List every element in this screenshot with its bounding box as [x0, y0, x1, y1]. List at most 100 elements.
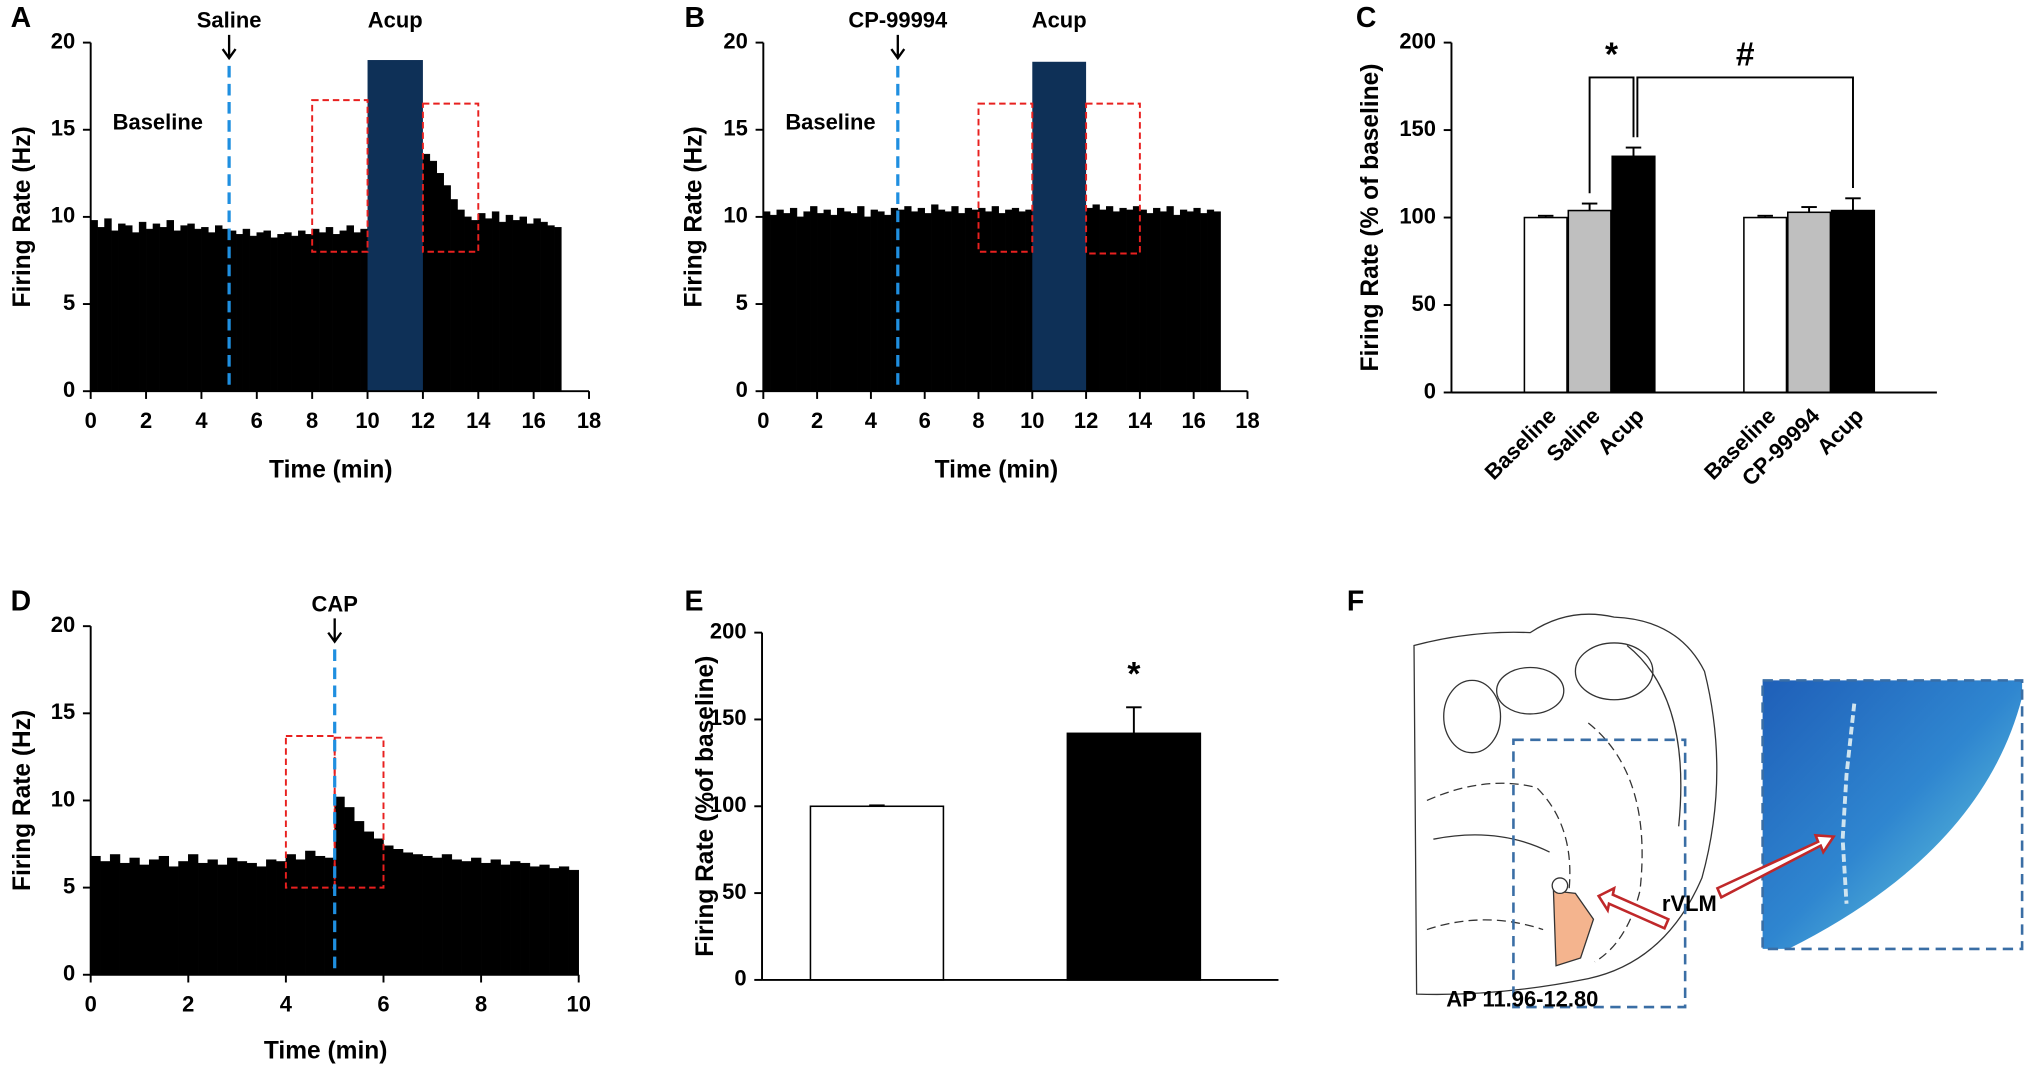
- x-tick-label: 4: [865, 408, 878, 433]
- x-tick-label: 16: [521, 408, 545, 433]
- histogram-bar: [188, 854, 199, 976]
- electrode-track: [1840, 703, 1857, 904]
- histogram-bar: [373, 838, 384, 976]
- y-tick-label: 0: [63, 961, 75, 986]
- histogram-bar: [263, 230, 271, 392]
- y-axis-label: Firing Rate (Hz): [680, 126, 707, 307]
- histogram-bar: [512, 220, 521, 392]
- histogram-bar: [816, 213, 825, 392]
- panel-label: D: [11, 585, 32, 617]
- histogram-bar: [884, 214, 892, 392]
- y-tick-label: 5: [736, 290, 748, 315]
- histogram-bar: [464, 216, 472, 392]
- histogram-bar: [332, 234, 341, 392]
- histogram-bar: [776, 209, 784, 392]
- histogram-bar: [568, 869, 579, 976]
- histogram-bar: [104, 218, 112, 392]
- histogram-bar: [911, 211, 919, 392]
- histogram-bar: [1119, 207, 1127, 392]
- histogram-bar: [763, 211, 771, 392]
- panel-label: B: [685, 2, 706, 34]
- histogram-bar: [422, 855, 433, 976]
- histogram-bar: [215, 225, 223, 392]
- stimulus-block: [1032, 61, 1087, 392]
- histogram-bar: [353, 821, 365, 976]
- injection-arrow: [890, 34, 906, 61]
- y-axis-label: Firing Rate (Hz): [9, 126, 36, 307]
- histogram-bar: [339, 230, 348, 392]
- histogram-bar: [451, 859, 462, 976]
- bar: [1611, 155, 1656, 394]
- injection-label: CAP: [312, 591, 358, 616]
- histogram-bar: [100, 861, 111, 976]
- histogram-bar: [1173, 214, 1181, 392]
- histogram-bar: [830, 214, 838, 392]
- bar: [1567, 209, 1612, 394]
- histogram-bar: [139, 864, 150, 976]
- histogram-bar: [789, 207, 798, 392]
- histogram-bar: [1025, 209, 1033, 392]
- brain-section: [1413, 613, 1718, 1009]
- histogram-bar: [148, 859, 160, 976]
- histogram-bar: [270, 237, 278, 392]
- significance-mark: #: [1736, 37, 1755, 74]
- histogram-bar: [1179, 209, 1188, 392]
- histogram-bar: [904, 206, 912, 392]
- x-tick-label: 12: [1074, 408, 1098, 433]
- x-tick-label: 0: [85, 408, 97, 433]
- histogram-bar: [803, 211, 811, 392]
- histogram-bar: [159, 227, 168, 392]
- histogram-bar: [490, 859, 501, 976]
- histogram-bar: [1186, 211, 1194, 392]
- histogram-bar: [256, 866, 267, 976]
- histogram-bar: [1206, 209, 1215, 392]
- histogram-bar: [180, 225, 188, 392]
- y-tick-label: 15: [51, 699, 75, 724]
- histogram-bar: [917, 207, 925, 392]
- histogram-bar: [519, 216, 527, 392]
- histogram-bar: [383, 845, 394, 976]
- x-tick-label: 6: [377, 992, 389, 1017]
- histogram-bar: [138, 221, 147, 392]
- histogram-bar: [554, 227, 562, 392]
- histogram-bar: [109, 854, 121, 976]
- histogram-bar: [318, 232, 327, 392]
- histogram-bar: [201, 227, 209, 392]
- histogram-bar: [924, 213, 932, 392]
- histogram-bar: [837, 207, 845, 392]
- histogram-bar: [843, 211, 851, 392]
- y-tick-label: 10: [51, 203, 75, 228]
- histogram-bar: [491, 211, 500, 392]
- stimulus-block: [367, 60, 423, 392]
- y-tick-label: 10: [51, 786, 75, 811]
- x-tick-label: 6: [919, 408, 931, 433]
- histogram-bar: [207, 859, 218, 976]
- y-tick-label: 0: [736, 377, 748, 402]
- panel-label: F: [1347, 585, 1364, 617]
- histogram-bar: [429, 160, 438, 392]
- histogram-bar: [984, 211, 993, 392]
- histogram-bar: [275, 861, 287, 976]
- rvlm-region: [1552, 890, 1595, 967]
- injection-arrow: [221, 34, 237, 61]
- histogram-bar: [168, 866, 179, 976]
- x-axis-label: Time (min): [269, 457, 392, 484]
- histogram-bar: [178, 861, 189, 976]
- y-tick-label: 100: [710, 792, 747, 817]
- y-tick-label: 20: [723, 28, 747, 53]
- histogram-bar: [436, 173, 444, 392]
- histogram-bar: [314, 855, 326, 976]
- histogram-bar: [118, 223, 126, 392]
- tract: [1587, 722, 1643, 963]
- histogram-bar: [422, 153, 431, 392]
- histogram-bar: [769, 214, 778, 392]
- histogram-bar: [412, 854, 423, 976]
- histogram-bar: [870, 209, 878, 392]
- histogram-bar: [547, 225, 555, 392]
- y-tick-label: 200: [1399, 28, 1436, 53]
- histogram-bar: [1200, 213, 1208, 392]
- tract: [1426, 919, 1544, 931]
- histogram-bar: [857, 206, 865, 392]
- histogram-bar: [944, 211, 952, 392]
- y-axis-label: Firing Rate (Hz): [9, 710, 36, 891]
